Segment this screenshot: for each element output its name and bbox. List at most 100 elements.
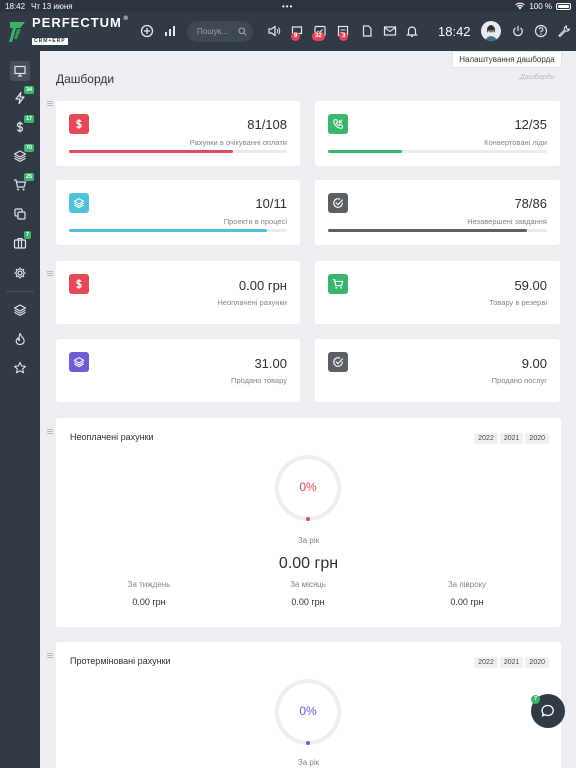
brand-logo[interactable]: PERFECTUM ® CRM+ERP bbox=[0, 16, 136, 47]
leads-badge: 34 bbox=[24, 86, 35, 94]
bell-icon[interactable] bbox=[405, 24, 419, 38]
chat-badge: 9 bbox=[291, 32, 301, 41]
kpi-label: Рахунки в очікуванні оплати bbox=[189, 138, 287, 147]
kpi-progress-bar bbox=[69, 150, 287, 153]
orders-badge: 25 bbox=[24, 173, 35, 181]
kpi-card[interactable]: 78/86 Незавершені завдання bbox=[315, 180, 560, 245]
kpi-progress-fill bbox=[69, 150, 233, 153]
kpi-progress-fill bbox=[328, 150, 403, 153]
kpi-label: Неоплачені рахунки bbox=[217, 298, 287, 307]
stats-bars-icon[interactable] bbox=[163, 24, 177, 38]
status-bar: 18:42 Чт 13 июня ••• 100 % bbox=[0, 0, 576, 12]
dollar-icon bbox=[69, 114, 89, 134]
sidebar-item-settings[interactable] bbox=[10, 263, 30, 283]
year-button[interactable]: 2022 bbox=[474, 433, 498, 444]
gauge-percent: 0% bbox=[299, 480, 317, 494]
top-navigation: PERFECTUM ® CRM+ERP Пошук... 9 32 3 18:42 bbox=[0, 12, 576, 51]
phone-incoming-icon bbox=[328, 114, 348, 134]
help-icon[interactable] bbox=[534, 24, 548, 38]
sidebar-item-dashboard[interactable] bbox=[10, 61, 30, 81]
status-date: Чт 13 июня bbox=[31, 1, 73, 11]
sidebar-item-copies[interactable] bbox=[10, 204, 30, 224]
sidebar-item-warehouse[interactable] bbox=[10, 233, 30, 253]
kpi-card[interactable]: 0.00 грн Неоплачені рахунки bbox=[56, 261, 300, 324]
kpi-progress-fill bbox=[328, 229, 528, 232]
kpi-value: 0.00 грн bbox=[238, 278, 287, 293]
sidebar-item-orders[interactable] bbox=[10, 175, 30, 195]
kpi-label: Товару в резерві bbox=[489, 298, 547, 307]
year-button[interactable]: 2022 bbox=[474, 657, 498, 668]
chat-fab-badge: 7 bbox=[531, 695, 540, 704]
kpi-label: Незавершені завдання bbox=[467, 217, 547, 226]
file-icon[interactable] bbox=[360, 24, 374, 38]
year-button[interactable]: 2020 bbox=[525, 433, 549, 444]
kpi-card[interactable]: 9.00 Продано послуг bbox=[315, 339, 560, 402]
kpi-value: 59.00 bbox=[514, 278, 547, 293]
layers-icon bbox=[13, 304, 27, 316]
notes-badge: 3 bbox=[339, 32, 349, 41]
year-filter: 2022 2021 2020 bbox=[474, 657, 549, 668]
brand-registered-mark: ® bbox=[123, 16, 129, 22]
summary-value: 0.00 грн bbox=[132, 597, 166, 607]
search-input[interactable]: Пошук... bbox=[187, 21, 253, 42]
sidebar-item-hot[interactable] bbox=[10, 329, 30, 349]
percent-gauge bbox=[275, 455, 341, 521]
check-circle-icon bbox=[328, 352, 348, 372]
kpi-card[interactable]: 31.00 Продано товару bbox=[56, 339, 300, 402]
sidebar-item-stacks[interactable] bbox=[10, 300, 30, 320]
dashboard-settings-button[interactable]: Налаштування дашборда bbox=[452, 51, 562, 68]
breadcrumb[interactable]: Дашборди bbox=[520, 74, 555, 81]
overdue-invoices-panel: Протерміновані рахунки 2022 2021 2020 0%… bbox=[56, 642, 561, 768]
panel-title: Протерміновані рахунки bbox=[70, 656, 171, 666]
summary-half-year: За півроку 0.00 грн bbox=[407, 580, 527, 607]
sidebar-item-leads[interactable] bbox=[10, 88, 30, 108]
kpi-progress-fill bbox=[69, 229, 268, 232]
summary-month: За місяць 0.00 грн bbox=[248, 580, 368, 607]
sidebar-item-invoices[interactable] bbox=[10, 117, 30, 137]
panel-title: Неоплачені рахунки bbox=[70, 432, 154, 442]
user-avatar[interactable] bbox=[481, 21, 501, 41]
header-clock: 18:42 bbox=[438, 24, 471, 39]
drag-handle-icon[interactable] bbox=[47, 653, 53, 659]
kpi-card[interactable]: 81/108 Рахунки в очікуванні оплати bbox=[56, 101, 300, 166]
kpi-card[interactable]: 12/35 Конвертовані ліди bbox=[315, 101, 560, 166]
drag-handle-icon[interactable] bbox=[47, 271, 53, 277]
sidebar: 34 17 70 25 7 bbox=[0, 51, 40, 768]
page-title: Дашборди bbox=[56, 72, 115, 86]
kpi-label: Конвертовані ліди bbox=[484, 138, 547, 147]
status-time: 18:42 bbox=[5, 1, 26, 11]
battery-percent: 100 % bbox=[529, 1, 552, 11]
kpi-progress-bar bbox=[69, 229, 287, 232]
add-circle-icon[interactable] bbox=[140, 24, 154, 38]
drag-handle-icon[interactable] bbox=[47, 101, 53, 107]
kpi-value: 31.00 bbox=[254, 356, 287, 371]
wrench-icon[interactable] bbox=[557, 24, 571, 38]
sidebar-item-projects[interactable] bbox=[10, 146, 30, 166]
panel-caption: За рік bbox=[297, 758, 320, 767]
tasks-badge: 32 bbox=[312, 32, 325, 41]
speaker-icon[interactable] bbox=[267, 24, 281, 38]
year-button[interactable]: 2021 bbox=[499, 433, 524, 444]
dollar-icon bbox=[16, 121, 24, 133]
dollar-icon bbox=[69, 274, 89, 294]
sidebar-divider bbox=[6, 291, 34, 292]
year-button[interactable]: 2021 bbox=[499, 657, 524, 668]
monitor-icon bbox=[14, 65, 26, 77]
projects-badge: 70 bbox=[24, 144, 35, 152]
gear-icon bbox=[14, 267, 26, 279]
power-icon[interactable] bbox=[511, 24, 525, 38]
sidebar-item-favorites[interactable] bbox=[10, 358, 30, 378]
kpi-card[interactable]: 10/11 Проекти в процесі bbox=[56, 180, 300, 245]
gauge-percent: 0% bbox=[299, 704, 317, 718]
search-icon bbox=[238, 27, 247, 36]
drag-handle-icon[interactable] bbox=[47, 429, 53, 435]
mail-icon[interactable] bbox=[383, 24, 397, 38]
search-placeholder: Пошук... bbox=[197, 27, 228, 36]
chat-bubble-icon bbox=[541, 704, 554, 717]
gauge-marker bbox=[306, 517, 310, 521]
kpi-label: Продано послуг bbox=[491, 376, 547, 385]
year-button[interactable]: 2020 bbox=[525, 657, 549, 668]
kpi-card[interactable]: 59.00 Товару в резерві bbox=[315, 261, 560, 324]
kpi-progress-bar bbox=[328, 229, 547, 232]
multitask-dots-icon[interactable]: ••• bbox=[282, 1, 294, 11]
